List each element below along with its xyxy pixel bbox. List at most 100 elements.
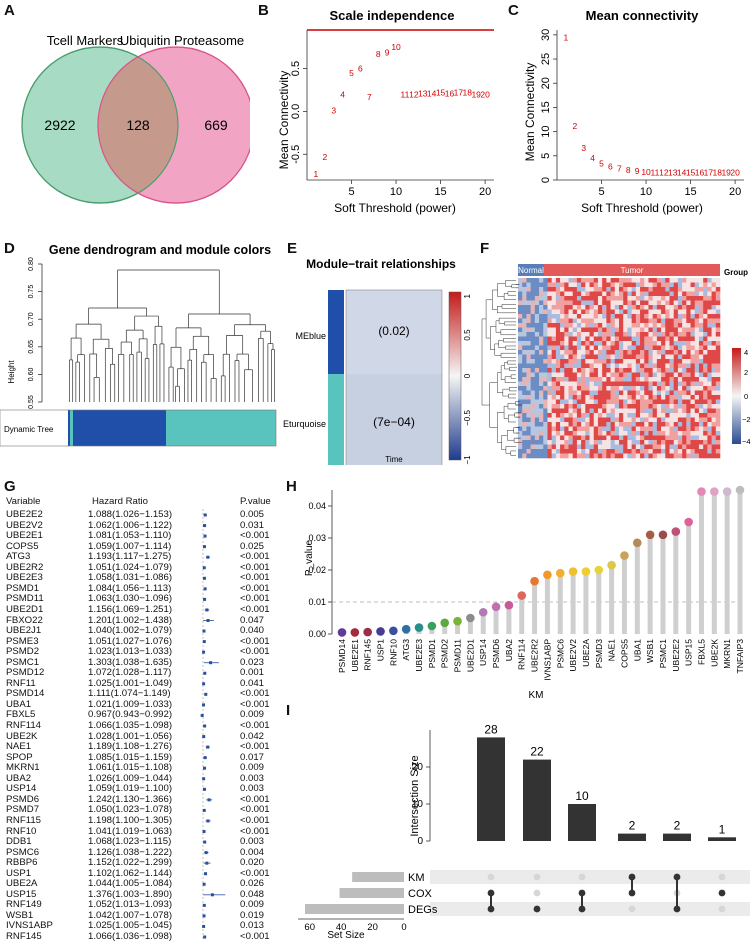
heatmap-cell	[555, 296, 561, 301]
heatmap-cell	[640, 345, 645, 351]
chart-title: Scale independence	[330, 8, 455, 23]
heatmap-cell	[694, 305, 700, 310]
heatmap-cell	[707, 440, 712, 445]
data-point-label: 3	[331, 106, 336, 116]
heatmap-cell	[614, 372, 620, 378]
heatmap-cell	[560, 350, 565, 355]
heatmap-cell	[682, 314, 687, 319]
heatmap-cell	[686, 363, 691, 369]
heatmap-cell	[707, 332, 712, 337]
heatmap-cell	[640, 354, 645, 360]
heatmap-cell	[610, 354, 616, 360]
heatmap-cell	[619, 350, 624, 355]
heatmap-cell	[686, 305, 691, 310]
heatmap-cell	[585, 336, 590, 342]
y-tick-label: 10	[540, 125, 552, 137]
heatmap-cell	[707, 309, 712, 315]
heatmap-cell	[656, 309, 662, 315]
heatmap-cell	[627, 314, 632, 319]
variable-name: UBA2	[6, 772, 32, 784]
y-tick-label: 25	[540, 53, 552, 65]
heatmap-cell	[623, 287, 628, 292]
heatmap-cell	[698, 314, 704, 319]
heatmap-cell	[534, 363, 540, 369]
heatmap-cell	[551, 296, 557, 301]
bar-value-label: 2	[674, 819, 681, 833]
heatmap-cell	[610, 359, 616, 364]
heatmap-cell	[669, 323, 675, 328]
heatmap-cell	[572, 440, 578, 445]
lollipop-point	[453, 616, 462, 626]
heatmap-cell	[711, 318, 717, 324]
heatmap-cell	[656, 336, 662, 342]
heatmap-cell	[623, 309, 628, 315]
heatmap-cell	[682, 440, 687, 445]
svg-text:4: 4	[744, 348, 748, 357]
heatmap-cell	[597, 350, 603, 355]
heatmap-cell	[686, 381, 691, 387]
x-axis-label: KM	[529, 690, 544, 701]
heatmap-cell	[597, 327, 603, 333]
heatmap-cell	[652, 422, 658, 427]
heatmap-cell	[572, 435, 578, 441]
heatmap-cell	[673, 377, 679, 382]
heatmap-cell	[564, 381, 569, 387]
heatmap-cell	[707, 444, 712, 450]
heatmap-cell	[610, 327, 616, 333]
heatmap-cell	[703, 278, 708, 283]
heatmap-cell	[585, 404, 590, 409]
heatmap-cell	[682, 453, 687, 459]
heatmap-cell	[631, 354, 637, 360]
heatmap-cell	[627, 413, 632, 418]
hazard-ratio-text: 1.201(1.002−1.438)	[88, 614, 173, 626]
heatmap-cell	[593, 381, 599, 387]
heatmap-cell	[711, 390, 717, 396]
heatmap-cell	[698, 395, 704, 400]
heatmap-cell	[648, 390, 653, 396]
heatmap-cell	[686, 278, 691, 283]
heatmap-cell	[694, 440, 700, 445]
heatmap-cell	[551, 305, 557, 310]
heatmap-cell	[522, 431, 527, 436]
heatmap-cell	[614, 413, 620, 418]
estimate-marker	[202, 545, 206, 549]
y-tick-label: -0.5	[290, 145, 302, 164]
heatmap-cell	[690, 386, 696, 391]
heatmap-cell	[534, 282, 540, 288]
heatmap-cell	[597, 404, 603, 409]
heatmap-cell	[635, 287, 641, 292]
heatmap-cell	[656, 318, 662, 324]
heatmap-cell	[530, 408, 536, 414]
heatmap-cell	[530, 440, 536, 445]
heatmap-cell	[572, 381, 578, 387]
heatmap-cell	[589, 345, 595, 351]
heatmap-cell	[564, 354, 569, 360]
heatmap-cell	[694, 363, 700, 369]
heatmap-cell	[614, 278, 620, 283]
heatmap-cell	[530, 332, 536, 337]
estimate-marker	[202, 682, 206, 686]
heatmap-cell	[711, 372, 717, 378]
heatmap-cell	[682, 323, 687, 328]
heatmap-cell	[530, 309, 536, 315]
heatmap-cell	[715, 431, 721, 436]
heatmap-cell	[631, 287, 637, 292]
heatmap-cell	[661, 377, 666, 382]
heatmap-cell	[665, 332, 670, 337]
p-value-text: <0.001	[240, 793, 270, 805]
panel-label: H	[286, 478, 297, 495]
heatmap-cell	[610, 381, 616, 387]
heatmap-cell	[543, 426, 548, 432]
heatmap-cell	[543, 359, 548, 364]
heatmap-cell	[551, 395, 557, 400]
heatmap-cell	[539, 278, 544, 283]
heatmap-cell	[534, 390, 540, 396]
heatmap-cell	[551, 341, 557, 346]
x-tick-label: 20	[729, 186, 741, 198]
heatmap-cell	[619, 399, 624, 405]
heatmap-cell	[677, 386, 683, 391]
heatmap-cell	[602, 282, 607, 288]
panel-g: G Variable Hazard Ratio P.value UBE2E2 1.…	[0, 476, 282, 942]
heatmap-cell	[677, 300, 683, 306]
heatmap-cell	[602, 372, 607, 378]
